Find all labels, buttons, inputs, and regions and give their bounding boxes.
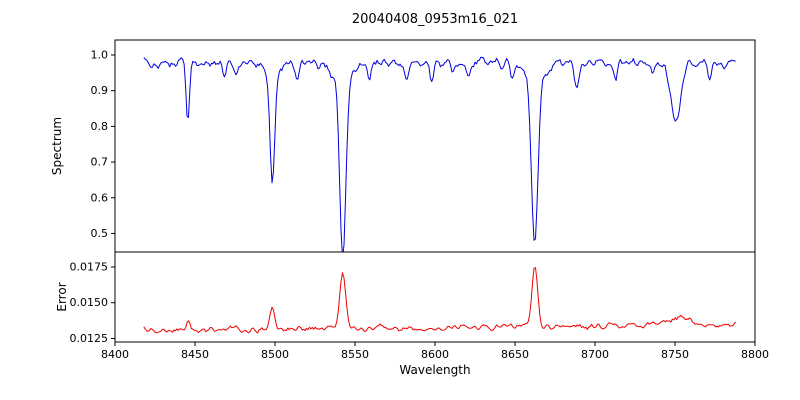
x-tick-label: 8450 [181, 348, 209, 361]
x-tick-label: 8700 [581, 348, 609, 361]
spectrum-line [143, 56, 736, 252]
error-y-tick-label: 0.0175 [70, 261, 109, 274]
x-tick-label: 8650 [501, 348, 529, 361]
error-y-tick-label: 0.0125 [70, 332, 109, 345]
x-tick-label: 8800 [741, 348, 769, 361]
spectrum-y-tick-label: 0.7 [91, 156, 109, 169]
spectrum-y-tick-label: 0.6 [91, 191, 109, 204]
x-tick-label: 8500 [261, 348, 289, 361]
spectrum-y-tick-label: 0.8 [91, 120, 109, 133]
chart-title: 20040408_0953m16_021 [351, 12, 519, 27]
spectrum-axes-border [114, 39, 756, 253]
error-y-tick-label: 0.0150 [70, 296, 109, 309]
x-axis-label: Wavelength [399, 363, 471, 377]
error-line [143, 267, 736, 334]
spectrum-y-tick-label: 0.9 [91, 84, 109, 97]
error-axes-border [114, 251, 756, 343]
x-tick-label: 8600 [421, 348, 449, 361]
spectrum-y-tick-label: 1.0 [91, 48, 109, 61]
spectrum-y-tick-label: 0.5 [91, 227, 109, 240]
x-tick-label: 8550 [341, 348, 369, 361]
x-tick-label: 8750 [661, 348, 689, 361]
x-tick-label: 8400 [101, 348, 129, 361]
